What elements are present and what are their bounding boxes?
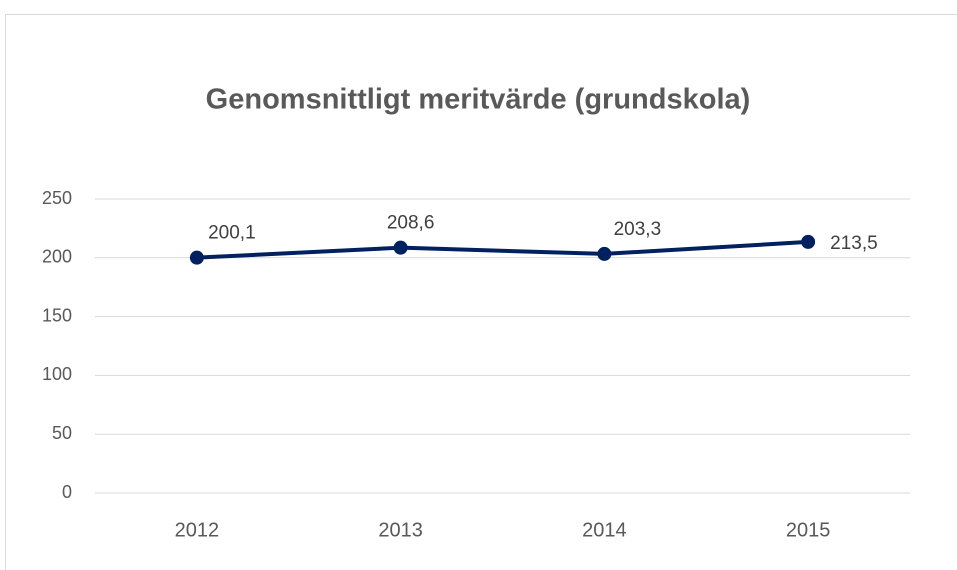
y-tick-label: 250 — [42, 188, 72, 208]
data-label: 208,6 — [387, 213, 435, 234]
x-tick-label: 2013 — [378, 519, 423, 541]
x-tick-label: 2014 — [582, 519, 627, 541]
data-label: 213,5 — [830, 233, 878, 254]
x-tick-label: 2012 — [175, 519, 220, 541]
data-label: 200,1 — [208, 223, 256, 244]
y-tick-label: 200 — [42, 247, 72, 267]
y-tick-label: 100 — [42, 364, 72, 384]
x-tick-label: 2015 — [786, 519, 831, 541]
line — [196, 239, 809, 260]
marker — [393, 240, 408, 255]
y-tick-label: 150 — [42, 305, 72, 325]
marker — [597, 246, 612, 261]
marker — [801, 234, 816, 249]
data-label: 203,3 — [614, 219, 662, 240]
y-tick-label: 0 — [62, 482, 72, 502]
y-tick-label: 50 — [52, 423, 72, 443]
chart-title: Genomsnittligt meritvärde (grundskola) — [206, 84, 751, 116]
marker — [189, 250, 204, 265]
